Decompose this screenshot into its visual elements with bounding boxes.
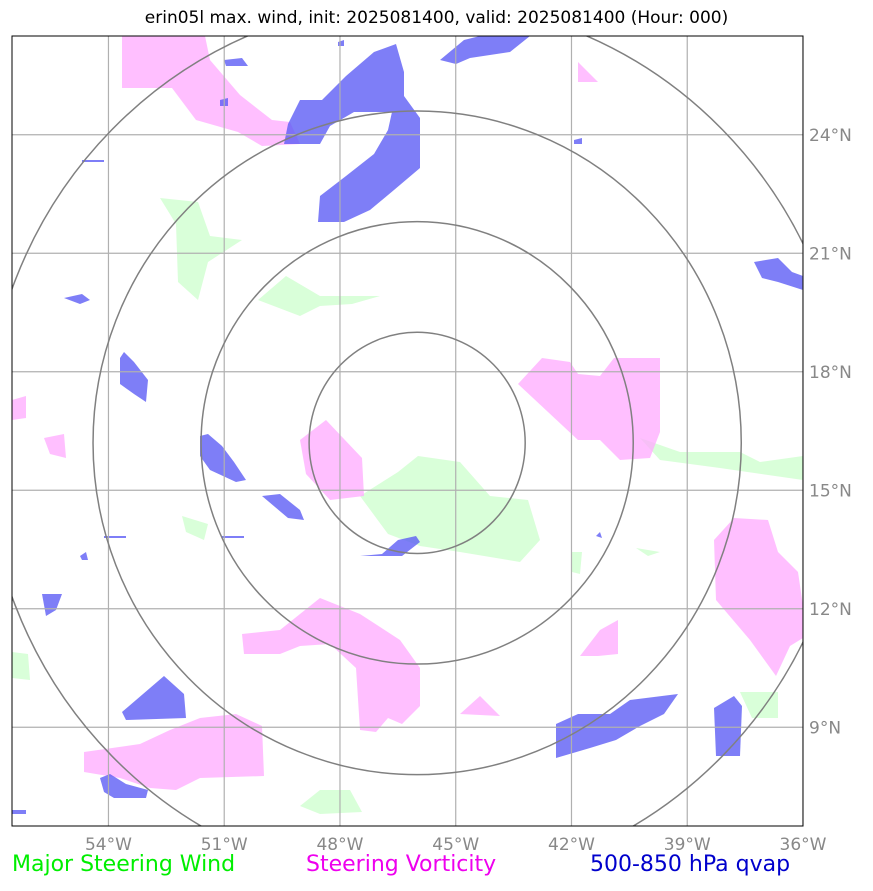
qvap-region	[80, 552, 88, 560]
wind-region	[360, 456, 540, 562]
lat-tick-label: 15°N	[809, 481, 852, 501]
wind-region	[572, 552, 582, 574]
lon-tick-label: 45°W	[432, 835, 479, 855]
lat-tick-label: 24°N	[809, 126, 852, 146]
vorticity-region	[242, 598, 420, 732]
qvap-region	[122, 676, 186, 720]
plot-frame	[11, 35, 804, 827]
graticule	[12, 36, 803, 826]
range-ring	[308, 331, 526, 555]
qvap-region	[64, 294, 90, 304]
lat-tick-label: 12°N	[809, 600, 852, 620]
wind-region	[12, 652, 30, 680]
wind-region	[258, 276, 380, 316]
lat-tick-label: 18°N	[809, 363, 852, 383]
lat-tick-label: 21°N	[809, 244, 852, 264]
qvap-region	[556, 694, 678, 758]
lon-tick-label: 39°W	[664, 835, 711, 855]
qvap-region	[574, 138, 582, 144]
qvap-region	[42, 594, 62, 616]
qvap-region	[284, 44, 420, 222]
qvap-region	[262, 494, 304, 520]
qvap-region	[82, 160, 104, 162]
vorticity-region	[580, 620, 618, 656]
legend-steering-vorticity: Steering Vorticity	[306, 852, 497, 877]
vorticity-region	[714, 518, 803, 676]
lon-tick-label: 54°W	[85, 835, 132, 855]
range-rings	[12, 36, 803, 826]
vorticity-region	[518, 358, 660, 460]
field-layer	[12, 36, 803, 826]
legend-qvap: 500-850 hPa qvap	[590, 852, 791, 877]
qvap-region	[360, 536, 420, 556]
vorticity-region	[12, 396, 26, 420]
steering-vorticity-layer	[12, 36, 803, 790]
lat-tick-label: 9°N	[809, 718, 841, 738]
qvap-region	[222, 536, 244, 538]
lon-tick-label: 36°W	[780, 835, 827, 855]
qvap-region	[100, 774, 148, 798]
qvap-region	[224, 58, 248, 66]
qvap-region	[104, 536, 126, 538]
qvap-region	[714, 696, 742, 756]
lon-tick-label: 48°W	[316, 835, 363, 855]
wind-region	[160, 198, 242, 300]
qvap-region	[120, 352, 148, 402]
range-ring	[200, 220, 634, 665]
legend-steering-wind: Major Steering Wind	[12, 852, 236, 877]
vorticity-region	[84, 714, 264, 790]
wind-region	[640, 438, 803, 480]
lon-tick-label: 42°W	[548, 835, 595, 855]
qvap-region	[754, 258, 803, 290]
wind-region	[300, 790, 362, 814]
wind-region	[636, 548, 660, 556]
wind-region	[182, 516, 208, 540]
qvap-region	[12, 810, 26, 814]
qvap-layer	[12, 36, 803, 814]
wind-region	[740, 692, 778, 718]
steering-wind-layer	[12, 198, 803, 814]
vorticity-region	[122, 36, 300, 146]
tick-labels: 54°W 51°W 48°W 45°W 42°W 39°W 36°W 9°N 12°N 15°N 1…	[85, 126, 852, 855]
qvap-region	[338, 40, 344, 46]
qvap-region	[200, 434, 246, 482]
vorticity-region	[44, 434, 66, 458]
map-title: erin05l max. wind, init: 2025081400, val…	[144, 8, 729, 28]
qvap-region	[596, 532, 602, 538]
range-ring	[92, 110, 743, 776]
lon-tick-label: 51°W	[201, 835, 248, 855]
vorticity-region	[460, 696, 500, 716]
qvap-region	[440, 36, 530, 64]
vorticity-region	[578, 62, 598, 82]
